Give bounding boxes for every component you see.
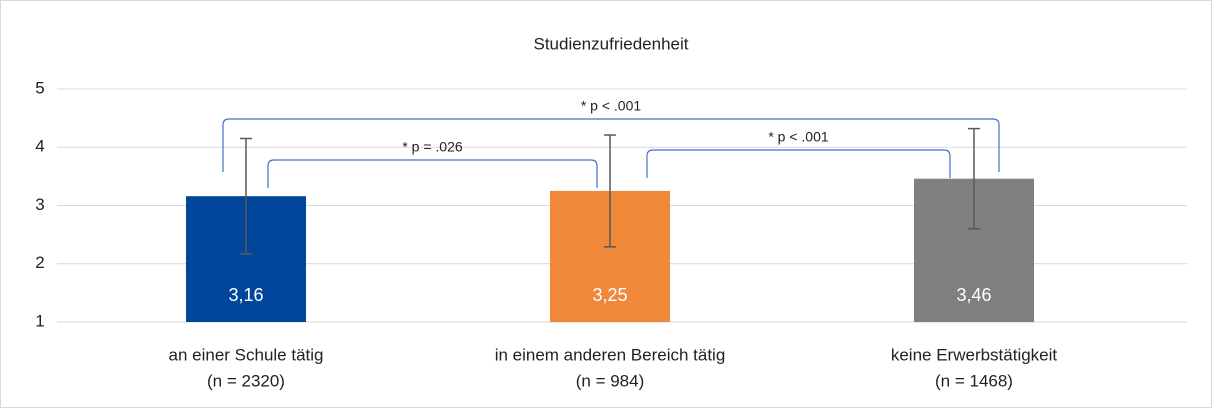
significance-bracket <box>267 159 598 188</box>
significance-label: * p < .001 <box>581 98 642 114</box>
x-tick-label: (n = 984) <box>576 371 645 390</box>
x-tick-label: an einer Schule tätig <box>169 345 324 364</box>
y-tick-label: 1 <box>35 311 44 330</box>
y-tick-label: 3 <box>35 195 44 214</box>
x-tick-label: (n = 2320) <box>207 371 285 390</box>
significance-label: * p = .026 <box>402 139 463 155</box>
significance-bracket <box>646 149 951 178</box>
y-tick-label: 5 <box>35 78 44 97</box>
x-tick-label: in einem anderen Bereich tätig <box>495 345 726 364</box>
x-tick-label: (n = 1468) <box>935 371 1013 390</box>
significance-bracket <box>222 118 1000 172</box>
y-tick-label: 2 <box>35 253 44 272</box>
significance-label: * p < .001 <box>768 129 829 145</box>
chart-title: Studienzufriedenheit <box>533 34 688 53</box>
value-label: 3,46 <box>956 285 991 305</box>
x-tick-label: keine Erwerbstätigkeit <box>891 345 1058 364</box>
y-tick-label: 4 <box>35 137 44 156</box>
value-label: 3,16 <box>228 285 263 305</box>
value-label: 3,25 <box>592 285 627 305</box>
